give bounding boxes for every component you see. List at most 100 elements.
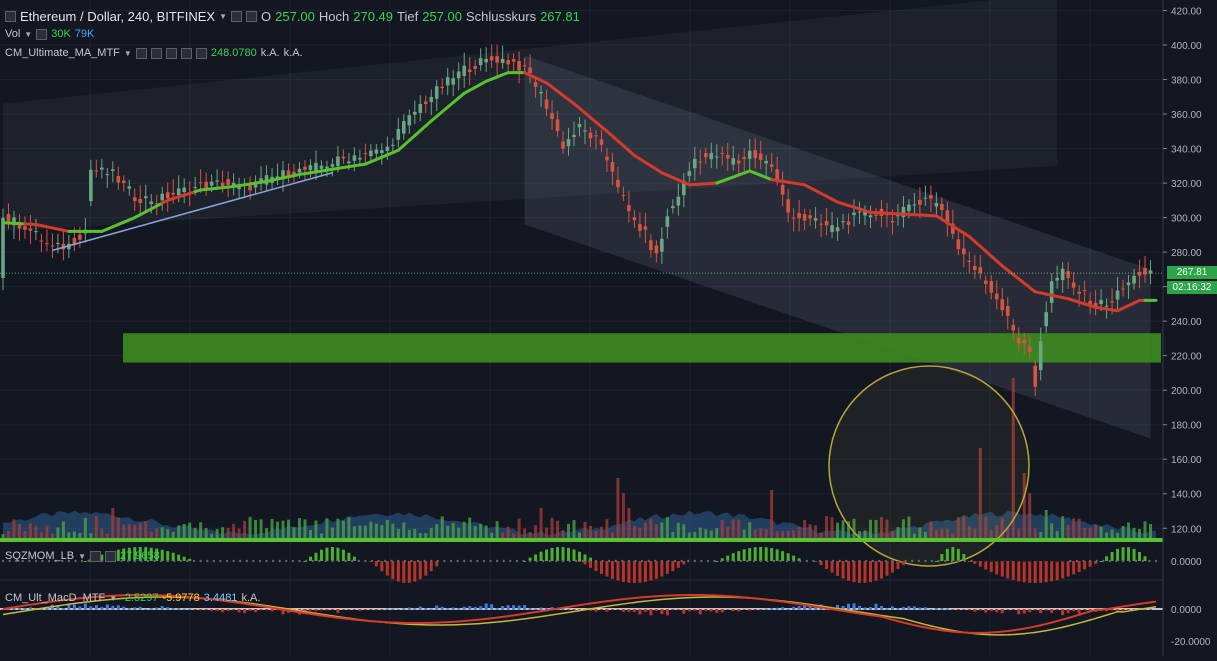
candle-body: [698, 162, 702, 163]
sqz-dot: [951, 560, 953, 562]
sqz-dot: [529, 560, 531, 562]
macd-bar: [150, 608, 153, 609]
sqz-dot: [213, 560, 215, 562]
candle-body: [968, 261, 972, 262]
macd-bar: [369, 609, 372, 610]
sqz-dot: [167, 560, 169, 562]
macd-bar: [309, 609, 312, 611]
candle-body: [589, 133, 593, 139]
sqz-dot: [1135, 560, 1137, 562]
sqz-dot: [489, 560, 491, 562]
macd-bar: [973, 609, 976, 612]
sqz-dot: [568, 560, 570, 562]
candle-body: [375, 149, 379, 153]
candle-body: [852, 213, 856, 216]
sqz-bar: [759, 547, 762, 561]
symbol-title[interactable]: Ethereum / Dollar, 240, BITFINEX: [20, 9, 215, 24]
sqz-bar: [336, 548, 339, 561]
sqz-bar: [375, 561, 378, 566]
sqz-bar: [677, 561, 680, 568]
volume-bar: [73, 531, 76, 538]
macd-bar: [78, 606, 81, 609]
settings-icon[interactable]: [231, 11, 242, 22]
candle-body: [666, 216, 670, 226]
volume-bar: [485, 526, 488, 538]
volume-bar: [1133, 528, 1136, 538]
candle-body: [594, 135, 598, 136]
volume-bar: [677, 523, 680, 538]
macd-bar: [177, 608, 180, 609]
sqz-bar: [1050, 561, 1053, 581]
close-icon[interactable]: [196, 48, 207, 59]
candle-body: [1028, 347, 1032, 352]
volume-bar: [644, 523, 647, 538]
candle-body: [528, 67, 532, 73]
candle-body: [1077, 292, 1081, 294]
candle-body: [858, 211, 862, 212]
sqz-dot: [311, 560, 313, 562]
add-icon[interactable]: [181, 48, 192, 59]
settings-icon[interactable]: [151, 48, 162, 59]
candle-body: [193, 187, 197, 188]
chevron-down-icon[interactable]: ▼: [219, 12, 227, 21]
volume-bar: [1050, 523, 1053, 538]
macd-bar: [227, 609, 230, 611]
chevron-down-icon[interactable]: ▼: [24, 30, 32, 39]
candle-body: [836, 227, 840, 231]
macd-bar: [243, 609, 246, 613]
sqz-legend: SQZMOM_LB ▼ 27.9658: [5, 550, 160, 562]
volume-bar: [325, 518, 328, 538]
macd-bar: [693, 609, 696, 611]
candle-body: [331, 164, 335, 167]
candle-body: [78, 235, 82, 240]
macd-bar: [616, 609, 619, 610]
candle-body: [1, 218, 5, 278]
sqz-dot: [970, 560, 972, 562]
volume-bar: [320, 533, 323, 538]
chevron-down-icon[interactable]: ▼: [78, 552, 86, 561]
volume-bar: [721, 520, 724, 538]
sqz-bar: [990, 561, 993, 572]
chevron-down-icon[interactable]: ▼: [109, 594, 117, 603]
collapse-icon[interactable]: [5, 11, 16, 22]
sqz-dot: [1128, 560, 1130, 562]
macd-bar: [622, 609, 625, 612]
sqz-bar: [1116, 549, 1119, 561]
candle-body: [819, 224, 823, 225]
sqz-bar: [737, 551, 740, 561]
sqz-bar: [831, 561, 834, 573]
macd-label[interactable]: CM_Ult_MacD_MTF: [5, 592, 105, 604]
settings-icon[interactable]: [36, 29, 47, 40]
sqz-bar: [408, 561, 411, 583]
volume-bar: [545, 528, 548, 538]
macd-bar: [1067, 609, 1070, 613]
sqz-dot: [1016, 560, 1018, 562]
macd-bar: [260, 609, 263, 610]
volume-bar: [314, 521, 317, 538]
sqz-dot: [456, 560, 458, 562]
macd-bar: [23, 608, 26, 609]
eye-icon[interactable]: [105, 551, 116, 562]
ma-label[interactable]: CM_Ultimate_MA_MTF: [5, 47, 120, 59]
macd-bar: [18, 608, 21, 609]
sqz-dot: [608, 560, 610, 562]
support-zone: [123, 333, 1161, 362]
sqz-label[interactable]: SQZMOM_LB: [5, 550, 74, 562]
candle-body: [1055, 278, 1059, 281]
volume-bar: [551, 518, 554, 538]
candle-body: [1066, 271, 1070, 278]
eye-icon[interactable]: [136, 48, 147, 59]
hide-icon[interactable]: [246, 11, 257, 22]
macd-bar: [869, 607, 872, 609]
sqz-dot: [265, 560, 267, 562]
settings-icon[interactable]: [90, 551, 101, 562]
copy-icon[interactable]: [166, 48, 177, 59]
macd-bar: [666, 609, 669, 615]
macd-bar: [677, 609, 680, 610]
sqz-dot: [878, 560, 880, 562]
vol-label[interactable]: Vol: [5, 28, 20, 40]
chevron-down-icon[interactable]: ▼: [124, 49, 132, 58]
sqz-bar: [611, 561, 614, 579]
